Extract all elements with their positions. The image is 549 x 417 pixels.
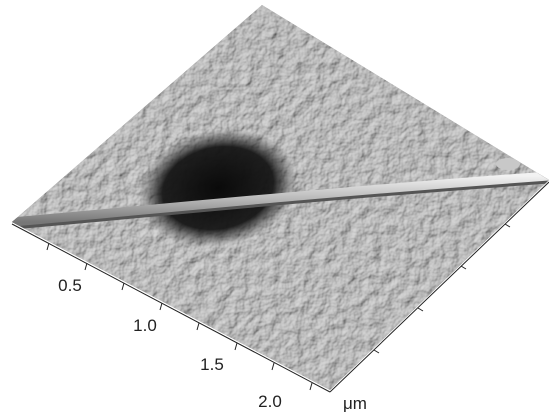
tick-mark (122, 283, 124, 290)
tick-mark (461, 266, 466, 269)
tick-mark (505, 224, 510, 227)
tick-mark (47, 243, 49, 250)
tick-mark (197, 323, 199, 330)
tick-mark (85, 263, 87, 270)
tick-mark (235, 343, 237, 350)
tick-label: 1.5 (200, 355, 224, 374)
tick-label: 1.0 (133, 316, 157, 335)
tick-label: 2.0 (258, 392, 282, 411)
page: 0.5 1.0 1.5 2.0 μm (() => { const data =… (0, 0, 549, 417)
tick-mark (310, 383, 312, 390)
tick-mark (418, 308, 423, 311)
tick-mark (160, 303, 162, 310)
tick-mark (374, 350, 379, 353)
unit-label: μm (343, 394, 367, 413)
afm-image: 0.5 1.0 1.5 2.0 μm (0, 0, 549, 417)
tick-mark (272, 363, 274, 370)
tick-label: 0.5 (58, 276, 82, 295)
surface (12, 5, 549, 390)
wire-end (496, 158, 520, 170)
